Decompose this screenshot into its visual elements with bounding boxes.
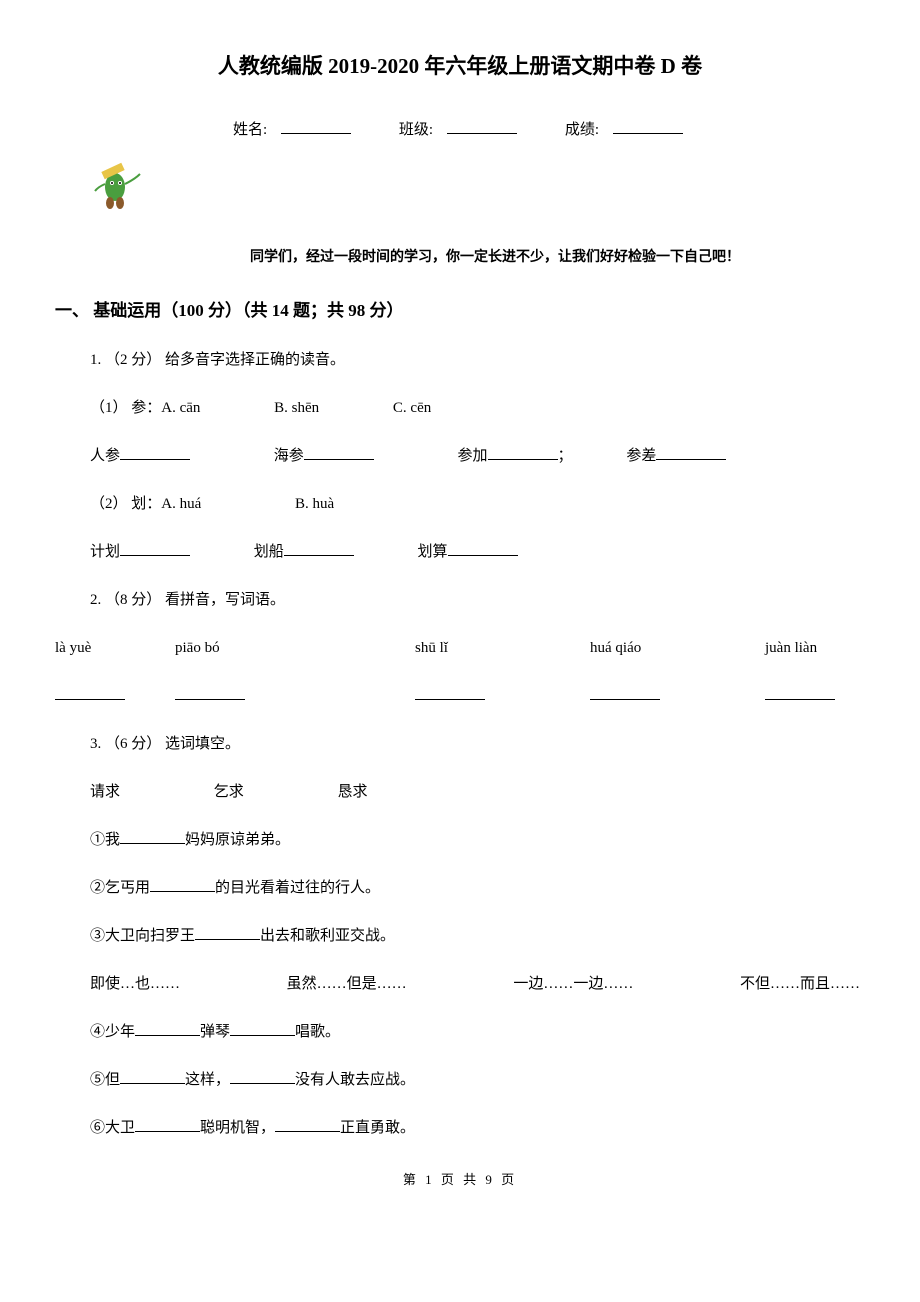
blank[interactable] (120, 445, 190, 460)
q3-line3-b: 出去和歌利亚交战。 (260, 928, 395, 944)
q1-sub2-b: B. huà (295, 496, 334, 512)
blank[interactable] (488, 445, 558, 460)
blank[interactable] (590, 685, 660, 700)
q2-answer-row (55, 684, 865, 708)
blank[interactable] (765, 685, 835, 700)
pinyin-2: piāo bó (175, 636, 415, 660)
q3-line3-a: ③大卫向扫罗王 (90, 928, 195, 944)
blank[interactable] (284, 541, 354, 556)
q3-line2: ②乞丐用 的目光看着过往的行人。 (55, 876, 865, 900)
q3-line2-b: 的目光看着过往的行人。 (215, 880, 380, 896)
q1-line1-d: 参差 (626, 448, 656, 464)
q1-prompt: 1. （2 分） 给多音字选择正确的读音。 (55, 348, 865, 372)
q3-prompt: 3. （6 分） 选词填空。 (55, 732, 865, 756)
class-blank[interactable] (447, 116, 517, 134)
blank[interactable] (230, 1021, 295, 1036)
q1-line1-c: 参加 (458, 448, 488, 464)
name-blank[interactable] (281, 116, 351, 134)
q3-line4: ④少年 弹琴 唱歌。 (55, 1020, 865, 1044)
pinyin-4: huá qiáo (590, 636, 765, 660)
blank[interactable] (150, 877, 215, 892)
conj-2: 虽然……但是…… (287, 972, 407, 996)
opt-1: 请求 (90, 780, 120, 804)
q1-sub2: （2） 划：A. huá B. huà (55, 492, 865, 516)
page-footer: 第 1 页 共 9 页 (55, 1170, 865, 1191)
blank[interactable] (230, 1069, 295, 1084)
q3-word-options: 请求 乞求 恳求 (55, 780, 865, 804)
q3-line6-b: 聪明机智， (200, 1120, 275, 1136)
q1-sub1-c: C. cēn (393, 400, 431, 416)
q3-line1-b: 妈妈原谅弟弟。 (185, 832, 290, 848)
student-info-line: 姓名: 班级: 成绩: (55, 116, 865, 142)
blank[interactable] (55, 685, 125, 700)
q1-sub1-b: B. shēn (274, 400, 319, 416)
q3-line2-a: ②乞丐用 (90, 880, 150, 896)
q1-sub2-a: （2） 划：A. huá (90, 496, 201, 512)
blank[interactable] (656, 445, 726, 460)
q3-line1: ①我 妈妈原谅弟弟。 (55, 828, 865, 852)
q3-line5-b: 这样， (185, 1072, 230, 1088)
conj-1: 即使…也…… (90, 972, 180, 996)
section-1-header: 一、 基础运用（100 分）（共 14 题；共 98 分） (55, 297, 865, 324)
q1-line2-b: 划船 (254, 544, 284, 560)
q3-line1-a: ①我 (90, 832, 120, 848)
blank[interactable] (304, 445, 374, 460)
q2-prompt: 2. （8 分） 看拼音，写词语。 (55, 588, 865, 612)
q3-line6-a: ⑥大卫 (90, 1120, 135, 1136)
q3-line5: ⑤但 这样， 没有人敢去应战。 (55, 1068, 865, 1092)
opt-3: 恳求 (338, 780, 368, 804)
semicolon: ； (558, 448, 573, 464)
blank[interactable] (448, 541, 518, 556)
q1-line2: 计划 划船 划算 (55, 540, 865, 564)
exam-title: 人教统编版 2019-2020 年六年级上册语文期中卷 D 卷 (55, 50, 865, 84)
blank[interactable] (135, 1117, 200, 1132)
q1-line2-a: 计划 (90, 544, 120, 560)
score-label: 成绩: (565, 122, 599, 138)
blank[interactable] (275, 1117, 340, 1132)
q1-line1-b: 海参 (274, 448, 304, 464)
blank[interactable] (120, 1069, 185, 1084)
q3-conj-options: 即使…也…… 虽然……但是…… 一边……一边…… 不但……而且…… (55, 972, 865, 996)
class-label: 班级: (399, 122, 433, 138)
blank[interactable] (120, 829, 185, 844)
blank[interactable] (120, 541, 190, 556)
blank[interactable] (135, 1021, 200, 1036)
q3-line5-c: 没有人敢去应战。 (295, 1072, 415, 1088)
q3-line4-a: ④少年 (90, 1024, 135, 1040)
pinyin-5: juàn liàn (765, 636, 817, 660)
q1-sub1: （1） 参：A. cān B. shēn C. cēn (55, 396, 865, 420)
q2-pinyin-row: là yuè piāo bó shū lǐ huá qiáo juàn liàn (55, 636, 865, 660)
q3-line5-a: ⑤但 (90, 1072, 120, 1088)
q3-line3: ③大卫向扫罗王 出去和歌利亚交战。 (55, 924, 865, 948)
q3-line4-b: 弹琴 (200, 1024, 230, 1040)
score-blank[interactable] (613, 116, 683, 134)
pencil-character-icon (90, 159, 145, 209)
q3-line6-c: 正直勇敢。 (340, 1120, 415, 1136)
name-label: 姓名: (233, 122, 267, 138)
q3-line4-c: 唱歌。 (295, 1024, 340, 1040)
greeting-text: 同学们，经过一段时间的学习，你一定长进不少，让我们好好检验一下自己吧！ (55, 247, 865, 269)
q3-line6: ⑥大卫 聪明机智， 正直勇敢。 (55, 1116, 865, 1140)
conj-3: 一边……一边…… (513, 972, 633, 996)
pinyin-1: là yuè (55, 636, 175, 660)
blank[interactable] (415, 685, 485, 700)
pinyin-3: shū lǐ (415, 636, 590, 660)
blank[interactable] (195, 925, 260, 940)
blank[interactable] (175, 685, 245, 700)
q1-line1: 人参 海参 参加 ； 参差 (55, 444, 865, 468)
q1-sub1-a: （1） 参：A. cān (90, 400, 200, 416)
q1-line1-a: 人参 (90, 448, 120, 464)
opt-2: 乞求 (214, 780, 244, 804)
q1-line2-c: 划算 (418, 544, 448, 560)
conj-4: 不但……而且…… (740, 972, 860, 996)
